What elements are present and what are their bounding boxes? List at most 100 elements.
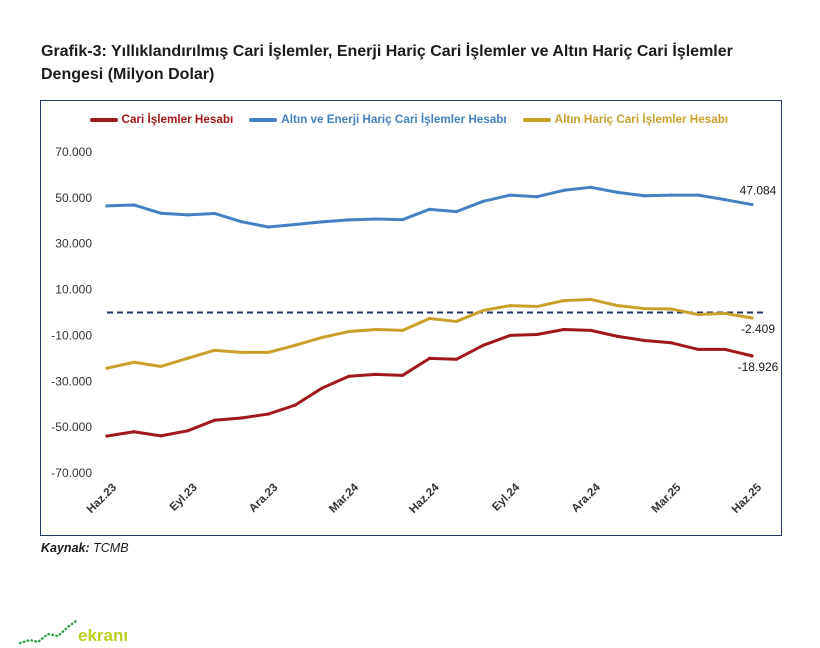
data-point — [212, 211, 216, 215]
logo-chart-icon — [18, 619, 78, 645]
y-tick-label: -10.000 — [51, 328, 92, 342]
y-tick-label: 10.000 — [55, 282, 92, 296]
series-cari-islemler-hesabi: -18.926 — [104, 327, 778, 438]
data-point — [373, 216, 377, 221]
data-point — [749, 353, 754, 357]
data-point — [158, 364, 162, 368]
source-note: Kaynak: TCMB — [41, 541, 129, 556]
data-point — [400, 217, 404, 221]
chart-frame: 70.000 50.000 30.000 10.000 -10.000 -30.000 -5… — [40, 100, 782, 536]
data-point — [696, 312, 700, 316]
data-point — [239, 219, 243, 223]
data-point — [104, 203, 109, 207]
data-point — [319, 386, 324, 390]
source-value: TCMB — [93, 541, 129, 555]
data-point — [534, 332, 539, 336]
ekrani-logo: ekranı — [18, 619, 128, 645]
y-tick-label: -30.000 — [51, 374, 92, 388]
end-value-label: -18.926 — [737, 359, 778, 373]
data-point — [346, 329, 350, 333]
data-point — [427, 207, 431, 211]
x-tick-label: Ara.24 — [569, 481, 603, 515]
data-point — [239, 415, 243, 420]
data-point — [346, 374, 350, 378]
legend-item-altin-ve-enerji-haric: Altın ve Enerji Hariç Cari İşlemler Hesa… — [249, 113, 507, 127]
data-point — [642, 306, 646, 310]
x-tick-label: Mar.25 — [649, 481, 683, 515]
y-tick-label: -70.000 — [51, 466, 92, 480]
data-point — [158, 211, 162, 215]
data-point — [615, 334, 619, 338]
data-point — [427, 316, 431, 320]
data-point — [454, 357, 458, 361]
x-tick-label: Ara.23 — [247, 481, 280, 514]
data-point — [454, 209, 458, 213]
data-point — [400, 373, 404, 377]
legend-item-cari-islemler-hesabi: Cari İşlemler Hesabı — [89, 113, 234, 127]
y-tick-label: 70.000 — [55, 145, 92, 159]
y-tick-label: 30.000 — [55, 236, 92, 250]
data-point — [669, 306, 673, 311]
data-point — [185, 428, 189, 432]
data-point — [185, 356, 189, 360]
data-point — [669, 340, 673, 344]
data-point — [131, 360, 135, 364]
data-point — [481, 199, 485, 203]
legend-swatch-altin-haric — [522, 118, 551, 122]
data-point — [642, 193, 646, 197]
data-point — [266, 411, 270, 416]
data-point — [212, 348, 216, 352]
legend-swatch-altin-ve-enerji-haric — [249, 118, 278, 122]
data-point — [427, 356, 431, 360]
data-point — [481, 343, 485, 347]
data-point — [561, 327, 565, 331]
data-point — [723, 311, 727, 315]
data-point — [481, 308, 485, 312]
data-point — [588, 297, 592, 301]
data-point — [561, 188, 565, 192]
chart-legend: Cari İşlemler Hesabı Altın ve Enerji Har… — [89, 113, 729, 127]
x-tick-label: Haz.25 — [729, 481, 764, 516]
data-point — [534, 194, 539, 198]
data-point — [373, 327, 377, 331]
data-point — [266, 350, 270, 354]
data-point — [104, 433, 109, 438]
series-altin-ve-enerji-haric-cari-islemler-hesabi: 47.084 — [104, 183, 776, 229]
data-point — [588, 328, 592, 332]
end-value-label: -2.409 — [740, 322, 774, 336]
data-point — [239, 350, 243, 354]
y-tick-label: -50.000 — [51, 420, 92, 434]
data-point — [158, 433, 162, 437]
data-point — [696, 193, 700, 197]
data-point — [319, 219, 324, 224]
data-point — [373, 372, 377, 376]
data-point — [669, 193, 673, 197]
y-tick-label: 50.000 — [55, 190, 92, 204]
plot-area: 70.000 50.000 30.000 10.000 -10.000 -30.000 -5… — [51, 145, 778, 516]
data-point — [723, 347, 727, 351]
data-point — [185, 212, 189, 216]
x-tick-label: Eyl.24 — [490, 481, 522, 513]
data-point — [266, 224, 270, 229]
data-point — [642, 338, 646, 342]
data-point — [615, 190, 619, 194]
legend-label-altin-haric: Altın Hariç Cari İşlemler Hesabı — [554, 113, 729, 126]
x-tick-label: Haz.24 — [407, 481, 442, 516]
data-point — [104, 366, 109, 370]
data-point — [400, 328, 404, 332]
data-point — [212, 418, 216, 422]
data-point — [293, 222, 297, 226]
end-value-label: 47.084 — [739, 183, 776, 197]
series-line — [105, 185, 753, 228]
legend-label-cari-islemler-hesabi: Cari İşlemler Hesabı — [121, 113, 234, 126]
data-point — [615, 303, 619, 307]
legend-item-altin-haric: Altın Hariç Cari İşlemler Hesabı — [522, 113, 729, 127]
data-point — [696, 347, 700, 351]
data-point — [749, 315, 754, 320]
data-point — [723, 197, 727, 201]
x-tick-label: Haz.23 — [84, 481, 118, 515]
source-label: Kaynak: — [41, 541, 90, 555]
series-altin-haric-cari-islemler-hesabi: -2.409 — [104, 297, 775, 370]
legend-swatch-cari-islemler-hesabi — [89, 118, 118, 122]
x-tick-label: Mar.24 — [327, 481, 361, 515]
